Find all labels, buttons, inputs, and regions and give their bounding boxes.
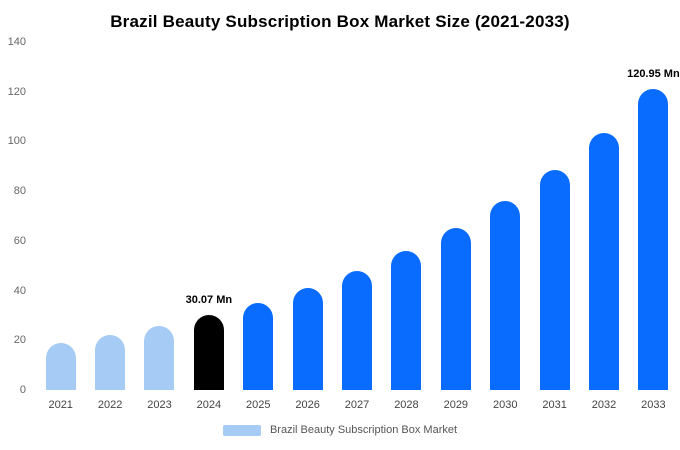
y-axis: 0 20 40 60 80 100 120 140 (0, 36, 34, 396)
bar-cell: 30.07 Mn (184, 42, 233, 390)
y-tick-label: 140 (7, 36, 26, 48)
bar-value-label: 30.07 Mn (185, 294, 233, 307)
x-axis: 2021 2022 2023 2024 2025 2026 2027 2028 2029 2030… (34, 390, 680, 411)
y-tick-label: 0 (19, 384, 26, 396)
x-tick-label: 2029 (443, 399, 469, 411)
legend-label: Brazil Beauty Subscription Box Market (269, 424, 458, 436)
bar-2024[interactable] (193, 315, 224, 390)
bar-cell (530, 42, 579, 390)
y-tick-label: 100 (7, 135, 26, 148)
bar-cell (332, 42, 381, 390)
bar-2023[interactable] (144, 325, 175, 390)
bar-2033[interactable] (638, 89, 669, 390)
bar-cell (382, 42, 431, 390)
bars-container: 30.07 Mn 120.95 Mn (34, 42, 680, 390)
bar-2028[interactable] (391, 251, 422, 390)
x-tick-label: 2021 (48, 399, 73, 411)
y-tick-label: 60 (13, 234, 26, 247)
bar-2026[interactable] (292, 288, 323, 390)
bar-2025[interactable] (243, 302, 274, 390)
bar-cell (579, 42, 628, 390)
bar-cell (283, 42, 332, 390)
x-tick-label: 2023 (147, 399, 172, 411)
x-tick-label: 2025 (246, 399, 271, 411)
plot-area: 0 20 40 60 80 100 120 140 30.07 Mn 120.95 Mn (0, 36, 680, 396)
legend[interactable]: Brazil Beauty Subscription Box Market (0, 424, 680, 436)
bar-cell: 120.95 Mn (627, 42, 680, 390)
y-tick-label: 20 (13, 334, 26, 347)
bar-2030[interactable] (490, 201, 521, 390)
x-tick-label: 2028 (394, 399, 419, 411)
bar-2031[interactable] (539, 169, 570, 390)
bar-value-label: 120.95 Mn (627, 68, 680, 81)
x-tick-label: 2026 (295, 399, 320, 411)
bar-cell (85, 42, 134, 390)
y-tick-label: 80 (13, 185, 26, 198)
bar-cell (36, 42, 85, 390)
bar-2021[interactable] (45, 343, 76, 390)
x-tick-label: 2032 (591, 399, 617, 411)
x-tick-label: 2027 (344, 399, 370, 411)
bar-2027[interactable] (342, 271, 373, 390)
bar-2029[interactable] (440, 228, 471, 390)
bar-cell (431, 42, 480, 390)
bar-cell (234, 42, 283, 390)
x-tick-label: 2022 (97, 399, 123, 411)
bar-cell (481, 42, 530, 390)
bar-2032[interactable] (588, 132, 619, 390)
x-tick-label: 2024 (196, 399, 222, 411)
chart-title: Brazil Beauty Subscription Box Market Si… (110, 12, 570, 31)
x-tick-label: 2031 (542, 399, 567, 411)
y-tick-label: 120 (7, 85, 26, 98)
bar-cell (135, 42, 184, 390)
x-tick-label: 2030 (492, 399, 518, 411)
y-tick-label: 40 (13, 284, 26, 297)
x-tick-label: 2033 (641, 399, 666, 411)
legend-swatch (222, 424, 261, 436)
bar-2022[interactable] (95, 335, 126, 390)
